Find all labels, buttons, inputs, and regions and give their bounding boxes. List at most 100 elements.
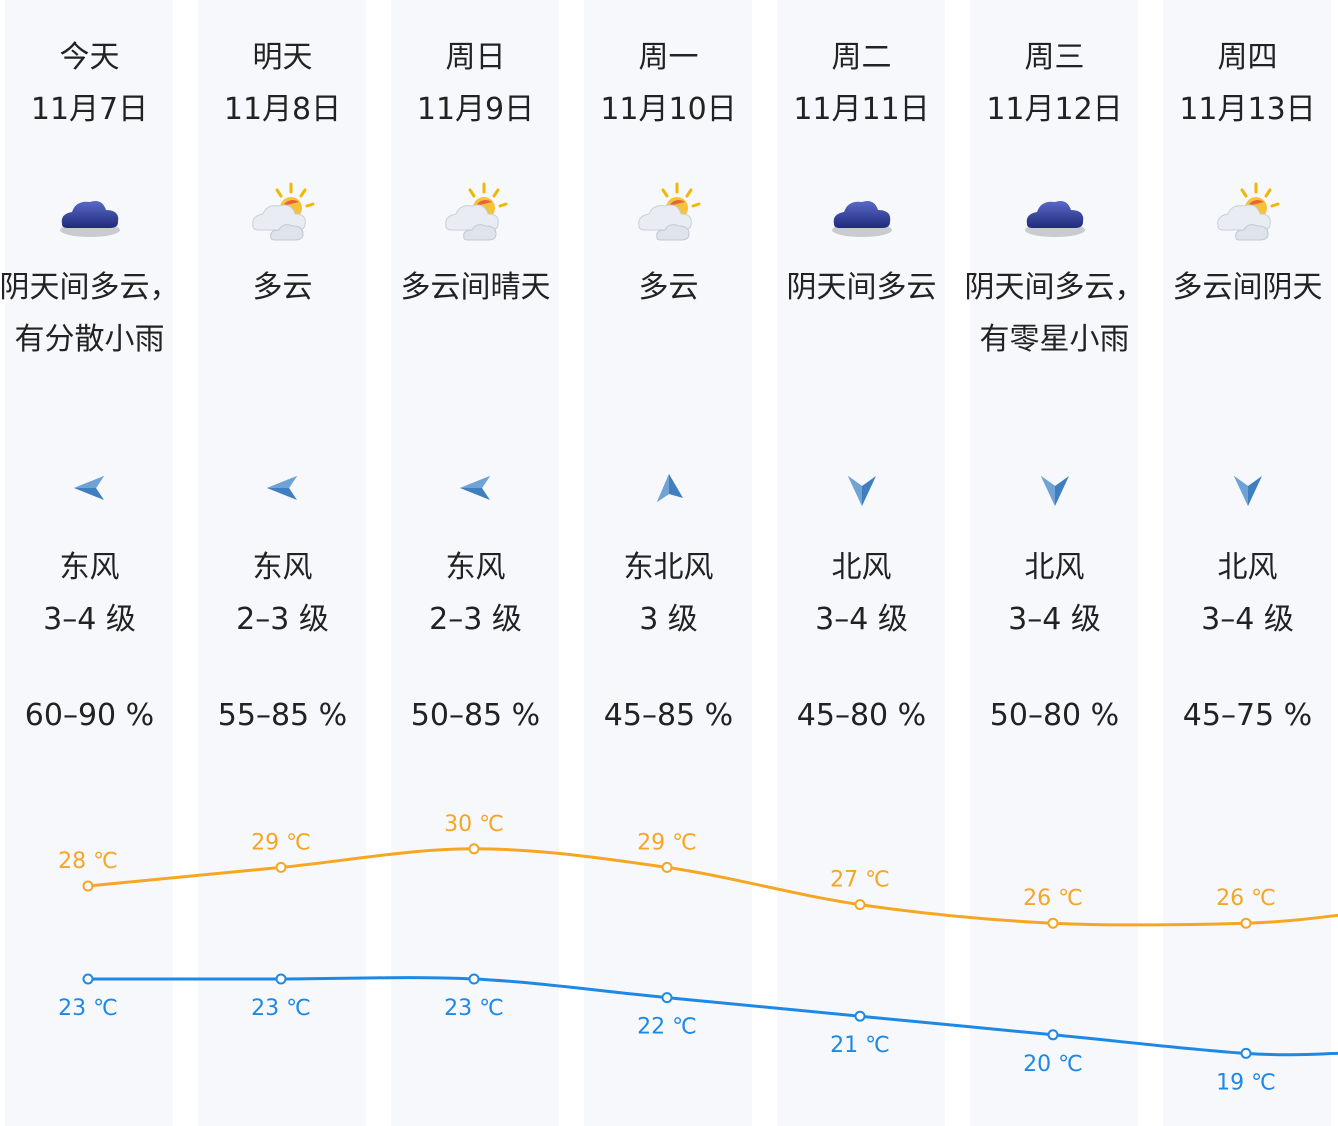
wind-direction-arrow-down-left-icon (649, 468, 689, 508)
day-column: 明天 11月8日多云东风 2–3 级 55–85 % (186, 0, 379, 1126)
weather-description: 阴天间多云 (786, 270, 937, 305)
weekday-label: 周日 (445, 40, 506, 75)
weekday-label: 周一 (638, 40, 699, 75)
wind-level-label: 3–4 级 (1008, 602, 1101, 637)
wind-direction-label: 北风 (831, 550, 892, 585)
low-temp-label: 23 ℃ (444, 996, 504, 1021)
day-column: 周三 11月12日阴天间多云，有零星小雨北风 3–4 级 50–80 % (958, 0, 1151, 1126)
wind-direction-label: 东北风 (623, 550, 714, 585)
partly-cloudy-icon (1212, 180, 1284, 252)
weather-description: 多云间晴天 (400, 270, 551, 305)
wind-direction-label: 北风 (1024, 550, 1085, 585)
partly-cloudy-icon (440, 180, 512, 252)
low-temp-label: 20 ℃ (1023, 1052, 1083, 1077)
date-label: 11月13日 (1179, 92, 1316, 127)
high-temp-point (468, 843, 480, 855)
low-temp-label: 22 ℃ (637, 1015, 697, 1040)
low-temp-point (1047, 1029, 1059, 1041)
low-temp-label: 19 ℃ (1216, 1070, 1276, 1095)
day-column: 周四 11月13日 多云间阴天 北风 3–4 级 45–75 % (1151, 0, 1338, 1126)
high-temp-point (1047, 917, 1059, 929)
humidity-label: 45–85 % (603, 698, 734, 733)
column-bg (391, 0, 559, 1126)
date-label: 11月10日 (600, 92, 737, 127)
column-bg (777, 0, 945, 1126)
high-temp-label: 29 ℃ (251, 830, 311, 855)
column-bg (970, 0, 1138, 1126)
wind-level-label: 3–4 级 (1201, 602, 1294, 637)
wind-level-label: 3 级 (639, 602, 698, 637)
cloudy-icon (54, 180, 126, 252)
high-temp-point (1240, 917, 1252, 929)
weather-description: 阴天间多云，有分散小雨 (0, 270, 180, 357)
column-bg (1163, 0, 1331, 1126)
low-temp-label: 23 ℃ (58, 996, 118, 1021)
low-temp-point (82, 973, 94, 985)
humidity-label: 60–90 % (24, 698, 155, 733)
high-temp-label: 26 ℃ (1216, 886, 1276, 911)
humidity-label: 45–80 % (796, 698, 927, 733)
high-temp-label: 28 ℃ (58, 849, 118, 874)
wind-level-label: 2–3 级 (429, 602, 522, 637)
low-temp-label: 23 ℃ (251, 996, 311, 1021)
date-label: 11月11日 (793, 92, 930, 127)
high-temp-point (661, 861, 673, 873)
high-temp-label: 27 ℃ (830, 868, 890, 893)
high-temp-label: 26 ℃ (1023, 886, 1083, 911)
date-label: 11月7日 (30, 92, 149, 127)
day-column: 周一 11月10日 多云东北风 3 级 45–85 % (572, 0, 765, 1126)
cloudy-icon (1019, 180, 1091, 252)
wind-level-label: 3–4 级 (815, 602, 908, 637)
humidity-label: 55–85 % (217, 698, 348, 733)
column-bg (5, 0, 173, 1126)
weekday-label: 今天 (59, 40, 120, 75)
wind-direction-arrow-down-icon (842, 468, 882, 508)
humidity-label: 45–75 % (1182, 698, 1313, 733)
date-label: 11月8日 (223, 92, 342, 127)
wind-level-label: 3–4 级 (43, 602, 136, 637)
high-temp-label: 30 ℃ (444, 812, 504, 837)
wind-direction-arrow-left-icon (263, 468, 303, 508)
wind-direction-label: 东风 (445, 550, 506, 585)
low-temp-line (88, 976, 1338, 1057)
high-temp-line (87, 847, 1338, 927)
partly-cloudy-icon (247, 180, 319, 252)
humidity-label: 50–85 % (410, 698, 541, 733)
low-temp-point (275, 973, 287, 985)
weather-description: 多云 (252, 270, 313, 305)
high-temp-point (854, 899, 866, 911)
weekday-label: 明天 (252, 40, 313, 75)
date-label: 11月9日 (416, 92, 535, 127)
weather-description: 多云间阴天 (1172, 270, 1323, 305)
column-bg (584, 0, 752, 1126)
day-column: 周二 11月11日 阴天间多云北风 3–4 级 45–80 % (765, 0, 958, 1126)
wind-direction-label: 东风 (252, 550, 313, 585)
low-temp-point (661, 992, 673, 1004)
wind-level-label: 2–3 级 (236, 602, 329, 637)
wind-direction-arrow-left-icon (70, 468, 110, 508)
humidity-label: 50–80 % (989, 698, 1120, 733)
wind-direction-label: 北风 (1217, 550, 1278, 585)
wind-direction-arrow-left-icon (456, 468, 496, 508)
high-temp-label: 29 ℃ (637, 830, 697, 855)
day-column: 今天 11月7日阴天间多云，有分散小雨东风 3–4 级 60–90 % (0, 0, 186, 1126)
weekday-label: 周二 (831, 40, 892, 75)
wind-direction-arrow-down-icon (1035, 468, 1075, 508)
partly-cloudy-icon (633, 180, 705, 252)
high-temp-point (275, 861, 287, 873)
weekday-label: 周三 (1024, 40, 1085, 75)
column-bg (198, 0, 366, 1126)
low-temp-label: 21 ℃ (830, 1033, 890, 1058)
low-temp-point (854, 1010, 866, 1022)
day-column: 周日 11月9日多云间晴天东风 2–3 级 50–85 % (379, 0, 572, 1126)
date-label: 11月12日 (986, 92, 1123, 127)
wind-direction-arrow-down-icon (1228, 468, 1268, 508)
weather-description: 多云 (638, 270, 699, 305)
cloudy-icon (826, 180, 898, 252)
weather-description: 阴天间多云，有零星小雨 (964, 270, 1145, 357)
low-temp-point (468, 973, 480, 985)
high-temp-point (82, 880, 94, 892)
wind-direction-label: 东风 (59, 550, 120, 585)
low-temp-point (1240, 1047, 1252, 1059)
